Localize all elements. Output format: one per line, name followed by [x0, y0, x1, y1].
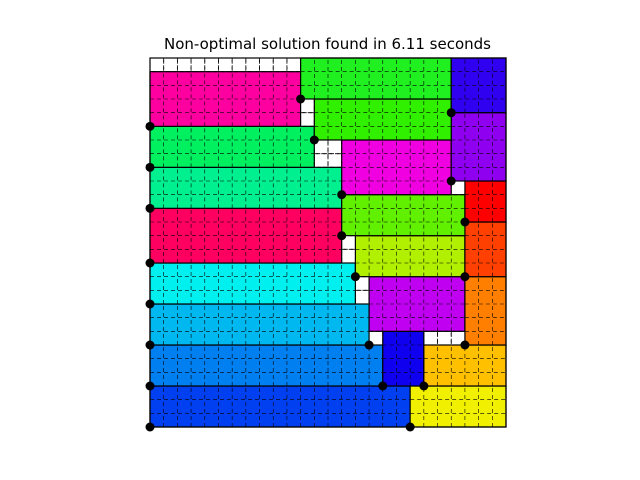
corner-point — [364, 340, 374, 350]
corner-point — [419, 381, 429, 391]
rectangle-5 — [423, 344, 507, 387]
empty-cell — [163, 57, 178, 73]
board-frame — [149, 57, 507, 428]
corner-point — [446, 176, 456, 186]
rectangle-6 — [149, 303, 370, 346]
rectangle-9 — [464, 276, 507, 346]
rectangle-13 — [149, 166, 343, 209]
empty-cell — [341, 248, 356, 264]
corner-point — [460, 272, 470, 282]
empty-cell — [327, 153, 343, 168]
grid-layer — [150, 58, 506, 427]
corner-point — [460, 340, 470, 350]
rectangle-15 — [464, 180, 507, 223]
rectangle-21 — [300, 57, 452, 100]
corner-point — [350, 272, 360, 282]
rectangle-4 — [382, 330, 425, 387]
empty-cell — [354, 289, 370, 305]
rectangle-2 — [409, 385, 507, 428]
chart-title: Non-optimal solution found in 6.11 secon… — [164, 35, 491, 53]
empty-cell — [327, 139, 343, 155]
empty-cell — [423, 330, 438, 346]
rectangle-3 — [149, 344, 384, 387]
corner-point — [145, 422, 155, 432]
corner-point — [378, 381, 388, 391]
rectangle-12 — [464, 221, 507, 278]
corner-point — [337, 231, 347, 241]
empty-cell — [245, 57, 260, 73]
empty-cell — [231, 57, 247, 73]
rectangle-1 — [149, 385, 411, 428]
corner-point — [296, 94, 306, 104]
empty-cell — [286, 57, 302, 73]
rectangle-16 — [149, 125, 315, 168]
corner-point — [145, 203, 155, 213]
corner-point — [145, 121, 155, 131]
rectangle-14 — [341, 194, 466, 237]
empty-cell — [259, 57, 274, 73]
empty-cell — [218, 57, 233, 73]
corner-point — [309, 135, 319, 145]
corner-point — [405, 422, 415, 432]
empty-cell — [313, 153, 329, 168]
empty-cell — [300, 112, 315, 127]
empty-cell — [149, 57, 165, 73]
empty-cell — [176, 57, 192, 73]
rectangle-11 — [354, 235, 466, 278]
corner-point — [145, 340, 155, 350]
rectangle-20 — [313, 98, 452, 141]
empty-cell — [437, 330, 452, 346]
corner-point — [460, 217, 470, 227]
rectangle-19 — [149, 71, 302, 127]
corner-point — [446, 108, 456, 118]
corner-point — [145, 381, 155, 391]
corner-point — [337, 190, 347, 200]
empty-cell — [204, 57, 219, 73]
rectangle-7 — [149, 262, 356, 305]
corner-point — [145, 162, 155, 172]
empty-cell — [272, 57, 288, 73]
corner-point — [145, 299, 155, 309]
point-layer — [145, 94, 470, 432]
corner-point — [145, 258, 155, 268]
empty-cell — [190, 57, 206, 73]
